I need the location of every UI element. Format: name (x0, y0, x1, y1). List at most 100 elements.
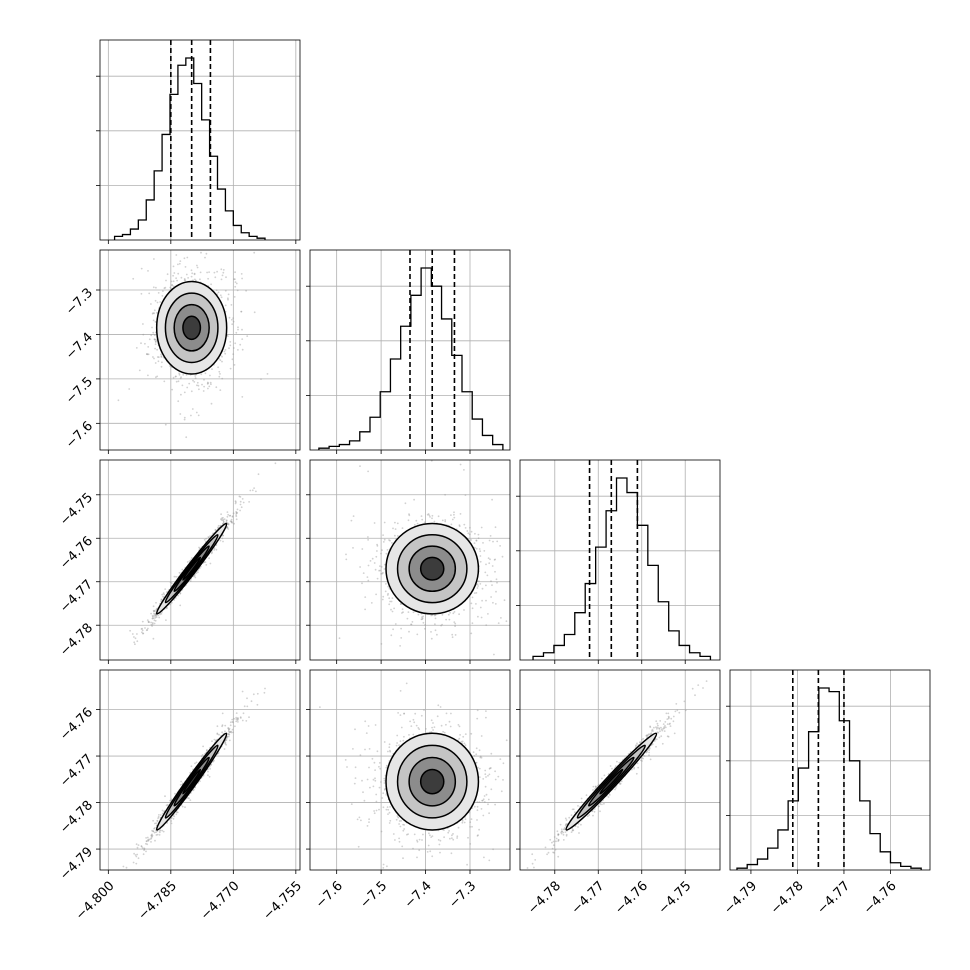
panel-1-1 (306, 249, 511, 454)
scatter-point (221, 519, 224, 521)
scatter-point (170, 280, 173, 283)
scatter-point (229, 520, 232, 522)
scatter-point (496, 540, 499, 543)
scatter-point (199, 278, 201, 281)
scatter-point (147, 627, 149, 630)
scatter-point (186, 256, 189, 259)
scatter-point (194, 377, 197, 379)
scatter-point (373, 562, 376, 564)
scatter-point (185, 374, 188, 376)
scatter-point (210, 383, 212, 386)
scatter-point (179, 413, 182, 415)
scatter-point (221, 274, 224, 277)
scatter-point (434, 617, 437, 620)
scatter-point (411, 621, 414, 623)
scatter-point (235, 512, 238, 515)
scatter-point (153, 334, 156, 336)
scatter-point (487, 613, 489, 615)
scatter-point (207, 387, 209, 390)
panel-frame (309, 459, 511, 661)
scatter-point (239, 503, 242, 506)
scatter-point (211, 551, 214, 554)
scatter-point (198, 388, 200, 391)
scatter-point (153, 312, 156, 315)
scatter-point (142, 632, 144, 635)
scatter-point (392, 527, 394, 530)
scatter-point (361, 582, 363, 585)
scatter-point (493, 653, 495, 656)
scatter-point (378, 569, 380, 572)
scatter-point (136, 640, 139, 643)
scatter-point (151, 615, 154, 618)
scatter-point (160, 613, 163, 615)
scatter-point (390, 608, 392, 611)
scatter-point (203, 385, 206, 388)
scatter-point (154, 615, 157, 617)
scatter-point (152, 319, 155, 322)
scatter-point (155, 286, 157, 289)
scatter-point (150, 303, 152, 305)
scatter-point (518, 590, 520, 592)
scatter-point (434, 629, 437, 632)
scatter-point (379, 565, 381, 567)
scatter-point (193, 574, 196, 577)
scatter-point (177, 594, 180, 597)
scatter-point (141, 631, 143, 634)
scatter-point (209, 374, 211, 377)
scatter-point (241, 498, 244, 500)
scatter-point (492, 601, 494, 604)
scatter-point (379, 569, 382, 572)
scatter-point (194, 375, 197, 377)
scatter-point (463, 523, 466, 526)
scatter-point (489, 535, 492, 537)
scatter-point (153, 622, 156, 625)
scatter-point (142, 333, 145, 336)
scatter-point (206, 381, 209, 384)
scatter-point (373, 522, 376, 524)
scatter-point (382, 595, 385, 598)
panel-3-3 (726, 669, 931, 874)
scatter-point (131, 633, 134, 635)
scatter-point (359, 566, 361, 568)
scatter-point (199, 271, 202, 274)
panel-frame (519, 459, 721, 661)
scatter-point (495, 590, 497, 593)
scatter-point (160, 365, 163, 368)
scatter-point (223, 518, 226, 521)
scatter-point (153, 258, 155, 260)
scatter-point (177, 272, 180, 275)
scatter-point (185, 436, 188, 439)
scatter-point (191, 408, 194, 410)
scatter-point (179, 592, 182, 595)
scatter-point (350, 519, 353, 522)
scatter-point (470, 530, 473, 533)
scatter-point (220, 513, 223, 516)
scatter-point (185, 273, 188, 276)
scatter-point (493, 559, 496, 561)
scatter-point (172, 274, 175, 277)
scatter-point (218, 375, 221, 378)
scatter-point (155, 608, 158, 611)
scatter-point (152, 609, 155, 612)
scatter-point (453, 513, 455, 516)
scatter-point (134, 854, 137, 856)
scatter-point (231, 323, 234, 326)
scatter-point (454, 625, 456, 627)
scatter-point (477, 615, 479, 618)
scatter-point (150, 612, 153, 615)
scatter-point (182, 373, 185, 376)
scatter-point (235, 510, 238, 513)
scatter-point (230, 520, 233, 523)
scatter-point (153, 615, 155, 617)
contour-line (173, 545, 210, 593)
scatter-point (159, 301, 162, 303)
scatter-point (245, 289, 248, 292)
scatter-point (161, 593, 164, 596)
scatter-point (141, 629, 144, 632)
scatter-point (151, 622, 154, 624)
scatter-point (176, 279, 179, 282)
scatter-point (232, 317, 235, 319)
scatter-point (384, 590, 387, 593)
scatter-point (184, 266, 187, 268)
scatter-point (436, 633, 438, 636)
